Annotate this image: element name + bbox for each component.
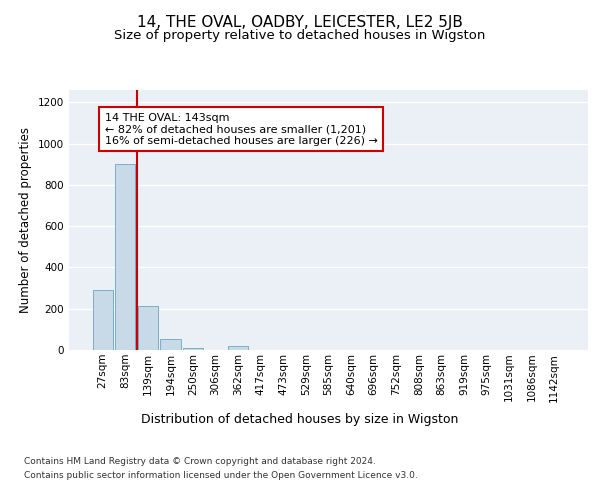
Text: Size of property relative to detached houses in Wigston: Size of property relative to detached ho… [115,29,485,42]
Text: Distribution of detached houses by size in Wigston: Distribution of detached houses by size … [142,412,458,426]
Bar [160,338,181,350]
Y-axis label: Number of detached properties: Number of detached properties [19,127,32,313]
Text: 14 THE OVAL: 143sqm
← 82% of detached houses are smaller (1,201)
16% of semi-det: 14 THE OVAL: 143sqm ← 82% of detached ho… [105,112,378,146]
Text: Contains public sector information licensed under the Open Government Licence v3: Contains public sector information licen… [24,471,418,480]
Bar [183,348,203,350]
Bar [115,164,136,350]
Text: 14, THE OVAL, OADBY, LEICESTER, LE2 5JB: 14, THE OVAL, OADBY, LEICESTER, LE2 5JB [137,15,463,30]
Text: Contains HM Land Registry data © Crown copyright and database right 2024.: Contains HM Land Registry data © Crown c… [24,458,376,466]
Bar [138,306,158,350]
Bar [92,290,113,350]
Bar [228,346,248,350]
